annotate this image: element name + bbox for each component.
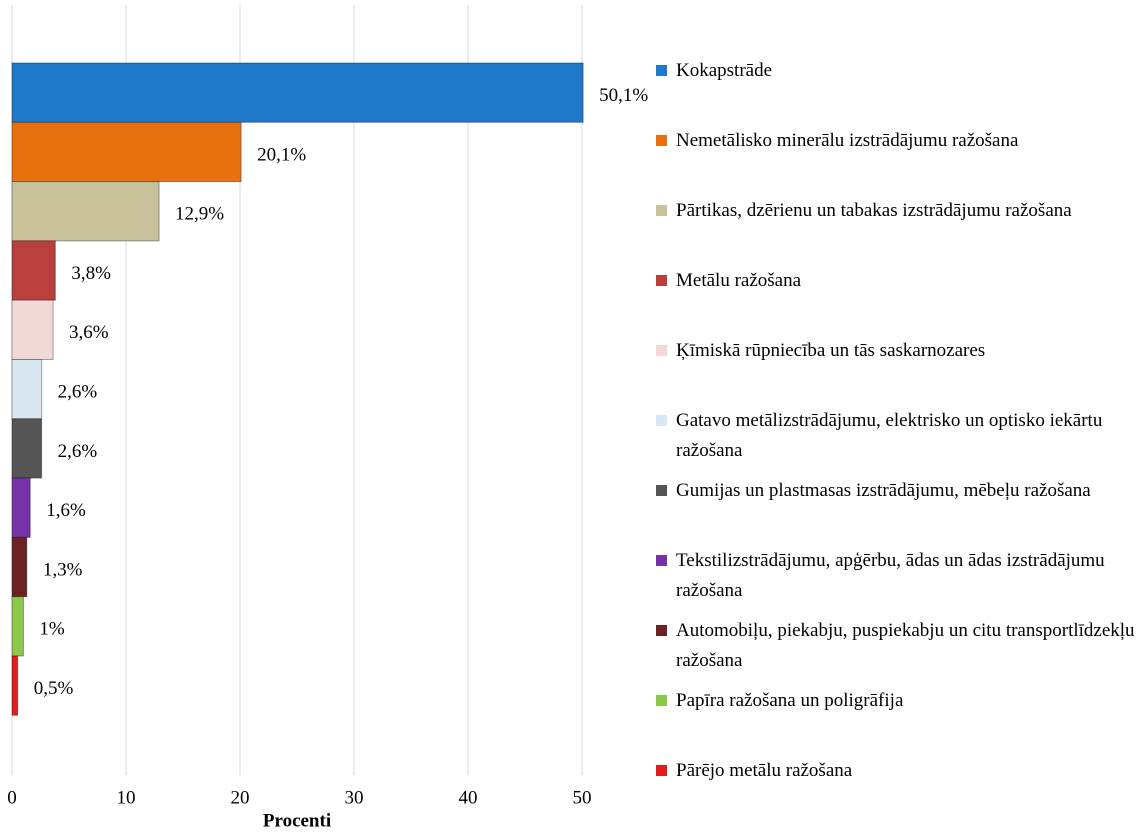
- data-label: 12,9%: [175, 204, 224, 225]
- x-tick-label: 20: [231, 787, 250, 808]
- legend-label: Pārējo metālu ražošana: [676, 760, 853, 781]
- bar: [11, 418, 43, 479]
- legend-label: Automobiļu, piekabju, puspiekabju un cit…: [676, 620, 1135, 671]
- data-label: 2,6%: [58, 441, 98, 462]
- data-label: 1,3%: [43, 559, 83, 580]
- legend-swatch: [656, 555, 667, 566]
- bar: [11, 477, 31, 538]
- legend-label: Gumijas un plastmasas izstrādājumu, mēbe…: [676, 480, 1091, 501]
- data-label: 50,1%: [599, 85, 648, 106]
- data-label: 2,6%: [58, 382, 98, 403]
- legend-item: Papīra ražošana un poligrāfija: [656, 686, 1142, 716]
- data-label: 0,5%: [34, 678, 74, 699]
- legend-label: Nemetālisko minerālu izstrādājumu ražoša…: [676, 130, 1019, 151]
- bar: [11, 62, 584, 123]
- legend-label: Pārtikas, dzērienu un tabakas izstrādāju…: [676, 200, 1072, 221]
- legend-label: Ķīmiskā rūpniecība un tās saskarnozares: [676, 340, 986, 361]
- x-tick-label: 30: [345, 787, 364, 808]
- legend-item: Kokapstrāde: [656, 56, 1142, 86]
- x-tick-label: 0: [7, 787, 17, 808]
- legend-item: Automobiļu, piekabju, puspiekabju un cit…: [656, 616, 1142, 676]
- legend-label: Tekstilizstrādājumu, apģērbu, ādas un ād…: [676, 550, 1105, 601]
- data-label: 1%: [39, 619, 65, 640]
- bar: [11, 299, 54, 361]
- legend-swatch: [656, 65, 667, 76]
- bar: [11, 536, 28, 598]
- bar: [11, 655, 19, 716]
- legend-swatch: [656, 695, 667, 706]
- legend-swatch: [656, 415, 667, 426]
- legend-item: Pārējo metālu ražošana: [656, 756, 1142, 786]
- legend-swatch: [656, 765, 667, 776]
- legend-swatch: [656, 275, 667, 286]
- legend-swatch: [656, 135, 667, 146]
- legend-label: Papīra ražošana un poligrāfija: [676, 690, 904, 711]
- legend-swatch: [656, 345, 667, 356]
- x-axis-label: Procenti: [263, 810, 331, 831]
- legend-item: Tekstilizstrādājumu, apģērbu, ādas un ād…: [656, 546, 1142, 606]
- data-label: 3,8%: [71, 263, 111, 284]
- legend-label: Kokapstrāde: [676, 60, 773, 81]
- bar: [11, 181, 160, 242]
- x-tick-label: 10: [117, 787, 136, 808]
- legend-item: Gumijas un plastmasas izstrādājumu, mēbe…: [656, 476, 1142, 506]
- data-label: 3,6%: [69, 322, 109, 343]
- legend-item: Metālu ražošana: [656, 266, 1142, 296]
- legend-swatch: [656, 485, 667, 496]
- legend-item: Gatavo metālizstrādājumu, elektrisko un …: [656, 406, 1142, 466]
- bar: [11, 596, 24, 657]
- data-label: 20,1%: [257, 144, 306, 165]
- legend-item: Nemetālisko minerālu izstrādājumu ražoša…: [656, 126, 1142, 156]
- x-tick-label: 40: [459, 787, 478, 808]
- bar: [11, 121, 242, 183]
- bar: [11, 359, 43, 420]
- legend-swatch: [656, 625, 667, 636]
- legend-swatch: [656, 205, 667, 216]
- legend-label: Gatavo metālizstrādājumu, elektrisko un …: [676, 410, 1103, 461]
- legend-label: Metālu ražošana: [676, 270, 802, 291]
- x-tick-label: 50: [573, 787, 592, 808]
- legend-item: Ķīmiskā rūpniecība un tās saskarnozares: [656, 336, 1142, 366]
- legend-item: Pārtikas, dzērienu un tabakas izstrādāju…: [656, 196, 1142, 226]
- bar: [11, 240, 56, 301]
- data-label: 1,6%: [46, 500, 86, 521]
